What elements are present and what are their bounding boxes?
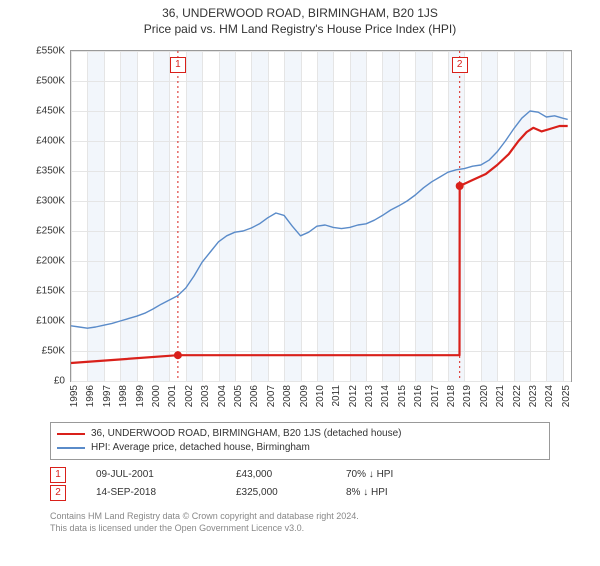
x-axis-label: 2022: [512, 385, 523, 407]
x-axis-label: 2021: [495, 385, 506, 407]
x-axis-label: 2003: [200, 385, 211, 407]
legend-label: 36, UNDERWOOD ROAD, BIRMINGHAM, B20 1JS …: [91, 427, 401, 441]
y-axis-label: £500K: [36, 76, 65, 87]
x-axis-label: 1997: [102, 385, 113, 407]
transactions-table: 1 09-JUL-2001 £43,000 70% ↓ HPI 2 14-SEP-2018…: [50, 466, 550, 502]
y-axis-label: £100K: [36, 316, 65, 327]
x-axis-label: 1999: [135, 385, 146, 407]
y-axis-label: £400K: [36, 136, 65, 147]
x-axis-label: 2005: [233, 385, 244, 407]
x-axis-label: 2006: [249, 385, 260, 407]
x-axis-label: 2007: [266, 385, 277, 407]
x-axis-label: 2016: [413, 385, 424, 407]
y-axis-label: £350K: [36, 166, 65, 177]
x-axis-label: 2008: [282, 385, 293, 407]
x-axis-label: 2012: [348, 385, 359, 407]
transaction-row: 1 09-JUL-2001 £43,000 70% ↓ HPI: [50, 466, 550, 484]
transaction-date: 14-SEP-2018: [96, 484, 206, 502]
x-axis-label: 2011: [331, 385, 342, 407]
y-axis-label: £550K: [36, 46, 65, 57]
x-axis-label: 1996: [85, 385, 96, 407]
x-axis-label: 1995: [69, 385, 80, 407]
y-axis-label: £450K: [36, 106, 65, 117]
x-axis-label: 2002: [184, 385, 195, 407]
chart-lines: [71, 51, 571, 381]
x-axis-label: 2013: [364, 385, 375, 407]
y-axis-label: £250K: [36, 226, 65, 237]
x-axis-label: 2018: [446, 385, 457, 407]
transaction-delta: 70% ↓ HPI: [346, 466, 393, 484]
plot-area: £0£50K£100K£150K£200K£250K£300K£350K£400…: [70, 50, 572, 382]
x-axis-label: 2004: [217, 385, 228, 407]
chart-marker-1: 1: [170, 57, 186, 73]
legend-item: HPI: Average price, detached house, Birm…: [57, 441, 543, 455]
x-axis-label: 1998: [118, 385, 129, 407]
chart-marker-2: 2: [452, 57, 468, 73]
y-axis-label: £200K: [36, 256, 65, 267]
transaction-price: £43,000: [236, 466, 316, 484]
x-axis-label: 2019: [462, 385, 473, 407]
y-axis-label: £300K: [36, 196, 65, 207]
footer-attribution: Contains HM Land Registry data © Crown c…: [50, 510, 550, 534]
transaction-marker: 2: [50, 485, 66, 501]
x-axis-label: 2015: [397, 385, 408, 407]
transaction-price: £325,000: [236, 484, 316, 502]
footer-line2: This data is licensed under the Open Gov…: [50, 522, 550, 534]
x-axis-label: 2023: [528, 385, 539, 407]
x-axis-label: 2001: [167, 385, 178, 407]
y-axis-label: £0: [54, 376, 65, 387]
legend-swatch: [57, 447, 85, 449]
transaction-row: 2 14-SEP-2018 £325,000 8% ↓ HPI: [50, 484, 550, 502]
y-axis-label: £150K: [36, 286, 65, 297]
chart-title: 36, UNDERWOOD ROAD, BIRMINGHAM, B20 1JS: [0, 6, 600, 20]
x-axis-label: 2000: [151, 385, 162, 407]
x-axis-label: 2010: [315, 385, 326, 407]
legend-swatch: [57, 433, 85, 435]
legend: 36, UNDERWOOD ROAD, BIRMINGHAM, B20 1JS …: [50, 422, 550, 460]
footer-line1: Contains HM Land Registry data © Crown c…: [50, 510, 550, 522]
transaction-marker: 1: [50, 467, 66, 483]
transaction-date: 09-JUL-2001: [96, 466, 206, 484]
chart: £0 £50K £100K £150K £200K £250K £300K £350K £400…: [20, 40, 580, 420]
x-axis-label: 2014: [380, 385, 391, 407]
legend-item: 36, UNDERWOOD ROAD, BIRMINGHAM, B20 1JS …: [57, 427, 543, 441]
x-axis-label: 2017: [430, 385, 441, 407]
y-axis-label: £50K: [42, 346, 65, 357]
x-axis-label: 2020: [479, 385, 490, 407]
transaction-delta: 8% ↓ HPI: [346, 484, 388, 502]
legend-label: HPI: Average price, detached house, Birm…: [91, 441, 310, 455]
chart-subtitle: Price paid vs. HM Land Registry's House …: [0, 22, 600, 36]
x-axis-label: 2024: [544, 385, 555, 407]
x-axis-label: 2009: [299, 385, 310, 407]
x-axis-label: 2025: [561, 385, 572, 407]
